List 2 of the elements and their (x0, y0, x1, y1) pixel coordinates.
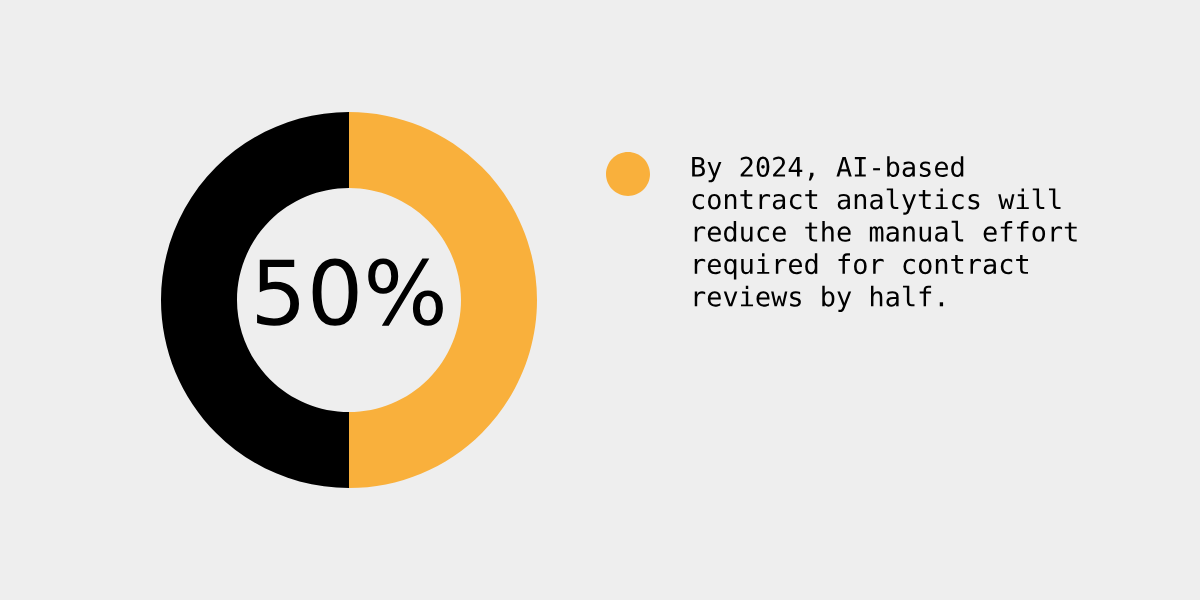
text: 50% (257, 258, 443, 326)
legend-label: By 2024, AI-based contract analytics will reduce the manual effort required for contract reviews by half. (692, 156, 1077, 312)
